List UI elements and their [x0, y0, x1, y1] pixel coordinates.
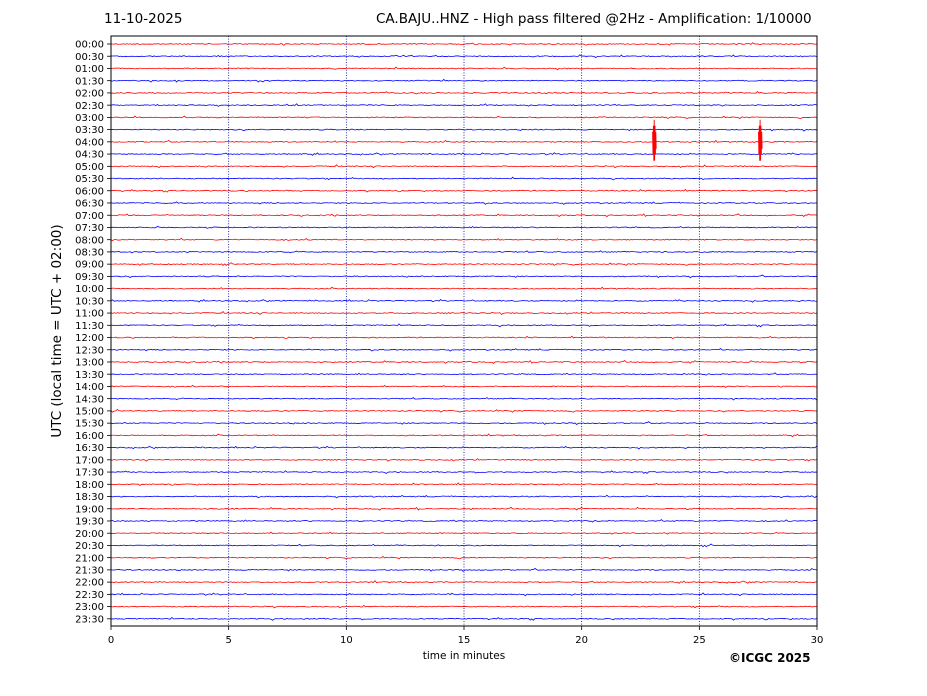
- y-tick-label: 12:30: [75, 345, 104, 356]
- trace-2100: [110, 556, 817, 560]
- y-tick-label: 07:30: [75, 223, 104, 234]
- y-tick-label: 08:30: [75, 248, 104, 259]
- x-tick-group: 0 5 10 15 20 25 30: [108, 626, 824, 646]
- y-tick-label: 23:30: [75, 614, 104, 625]
- chart-date: 11-10-2025: [104, 11, 183, 27]
- trace-1700: [110, 458, 817, 462]
- y-tick-label: 16:30: [75, 443, 104, 454]
- y-tick-label: 20:30: [75, 541, 104, 552]
- trace-0730: [110, 225, 817, 229]
- trace-0600: [110, 188, 817, 193]
- y-tick-label: 05:00: [75, 162, 104, 173]
- trace-1100: [110, 311, 817, 315]
- x-axis-label: time in minutes: [422, 650, 506, 662]
- y-tick-label: 09:30: [75, 272, 104, 283]
- event-spike-1: [652, 119, 657, 161]
- event-group: [652, 119, 763, 161]
- y-tick-label: 17:30: [75, 468, 104, 479]
- y-tick-label: 15:30: [75, 419, 104, 430]
- y-tick-label: 21:00: [75, 553, 104, 564]
- y-tick-label: 01:30: [75, 76, 104, 87]
- y-tick-label: 18:00: [75, 480, 104, 491]
- trace-0100: [110, 66, 817, 71]
- gridline-group: [228, 36, 700, 626]
- y-tick-label: 06:30: [75, 199, 104, 210]
- y-tick-label: 03:30: [75, 125, 104, 136]
- event-spike-2: [758, 119, 763, 161]
- y-tick-label: 09:00: [75, 260, 104, 271]
- y-tick-label: 21:30: [75, 565, 104, 576]
- y-tick-label: 00:30: [75, 52, 104, 63]
- y-tick-label: 06:00: [75, 186, 104, 197]
- y-tick-label: 05:30: [75, 174, 104, 185]
- trace-2230: [110, 592, 817, 597]
- y-tick-label: 03:00: [75, 113, 104, 124]
- trace-0900: [110, 262, 817, 267]
- chart-title: CA.BAJU..HNZ - High pass filtered @2Hz -…: [376, 11, 812, 27]
- y-tick-label: 13:00: [75, 358, 104, 369]
- trace-1400: [110, 384, 817, 388]
- y-tick-label: 01:00: [75, 64, 104, 75]
- y-tick-label: 14:00: [75, 382, 104, 393]
- y-tick-label: 18:30: [75, 492, 104, 503]
- copyright-notice: ©ICGC 2025: [729, 651, 811, 665]
- x-tick-label: 10: [340, 635, 353, 646]
- y-tick-label: 19:00: [75, 504, 104, 515]
- trace-2300: [110, 604, 817, 609]
- y-tick-label: 20:00: [75, 529, 104, 540]
- trace-0200: [110, 91, 817, 95]
- trace-1930: [110, 519, 817, 523]
- y-tick-label: 04:00: [75, 137, 104, 148]
- trace-1730: [110, 470, 817, 474]
- y-tick-label: 17:00: [75, 455, 104, 466]
- y-tick-label: 13:30: [75, 370, 104, 381]
- y-tick-label: 02:30: [75, 101, 104, 112]
- trace-0230: [110, 103, 817, 107]
- y-tick-label: 22:00: [75, 578, 104, 589]
- y-tick-label: 16:00: [75, 431, 104, 442]
- trace-0030: [110, 54, 817, 59]
- trace-1530: [110, 421, 817, 425]
- y-tick-label: 10:00: [75, 284, 104, 295]
- y-tick-label: 10:30: [75, 296, 104, 307]
- x-tick-label: 25: [693, 635, 706, 646]
- trace-0930: [110, 274, 817, 279]
- y-tick-label: 14:30: [75, 394, 104, 405]
- trace-0530: [110, 176, 817, 181]
- x-tick-label: 15: [458, 635, 471, 646]
- trace-1600: [110, 433, 817, 438]
- y-tick-label: 23:00: [75, 602, 104, 613]
- y-tick-label: 22:30: [75, 590, 104, 601]
- y-tick-label: 19:30: [75, 517, 104, 528]
- trace-0400: [110, 139, 817, 144]
- y-tick-label: 07:00: [75, 211, 104, 222]
- y-tick-label: 00:00: [75, 40, 104, 51]
- y-tick-label: 11:30: [75, 321, 104, 332]
- trace-1030: [110, 299, 817, 303]
- y-axis-label: UTC (local time = UTC + 02:00): [49, 224, 65, 438]
- x-tick-label: 5: [225, 635, 231, 646]
- y-tick-label: 11:00: [75, 309, 104, 320]
- trace-1230: [110, 348, 817, 352]
- trace-1900: [110, 506, 817, 511]
- x-tick-label: 20: [575, 635, 588, 646]
- y-tick-label: 08:00: [75, 235, 104, 246]
- y-tick-label: 02:00: [75, 89, 104, 100]
- y-tick-label: 04:30: [75, 150, 104, 161]
- trace-group: [110, 42, 817, 621]
- y-tick-label: 15:00: [75, 407, 104, 418]
- x-tick-label: 0: [108, 635, 114, 646]
- y-tick-label: 12:00: [75, 333, 104, 344]
- x-tick-label: 30: [811, 635, 824, 646]
- trace-1430: [110, 397, 817, 401]
